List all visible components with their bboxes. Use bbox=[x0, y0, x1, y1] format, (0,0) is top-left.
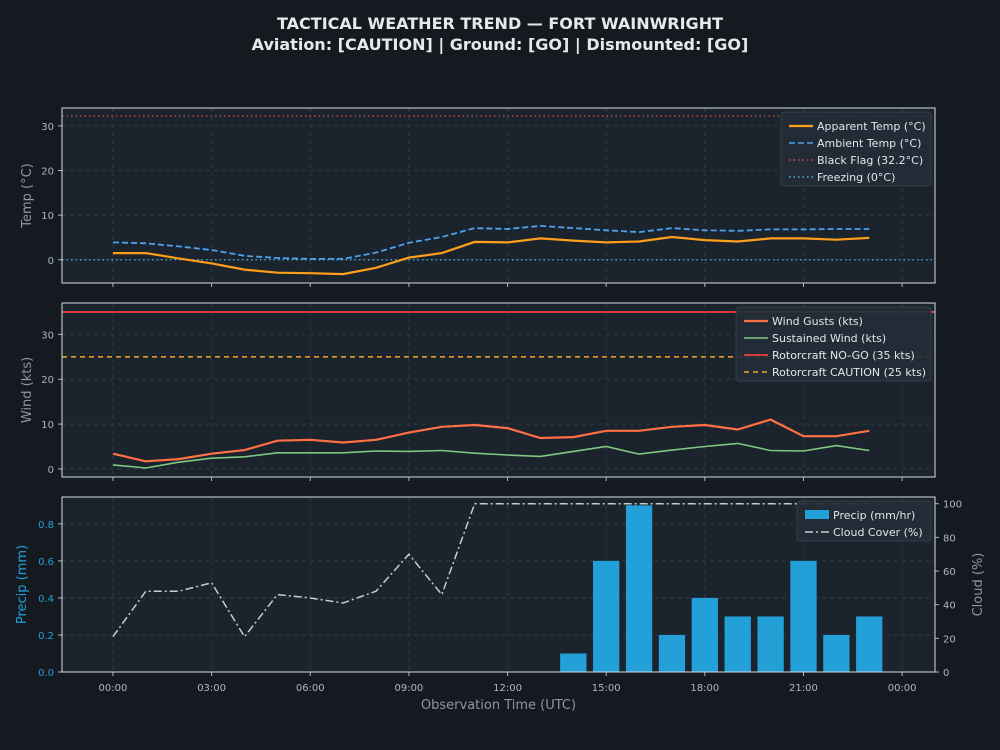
y2-tick-label: 60 bbox=[943, 567, 956, 578]
y-tick-label: 20 bbox=[41, 167, 54, 178]
x-tick-label: 00:00 bbox=[888, 683, 917, 694]
legend-box bbox=[780, 111, 932, 187]
x-tick-label: 12:00 bbox=[493, 683, 522, 694]
plot-border-1 bbox=[61, 107, 936, 284]
x-tick-label: 09:00 bbox=[394, 683, 423, 694]
y-tick-label: 0 bbox=[48, 256, 54, 267]
cloud-cover-line bbox=[112, 502, 870, 639]
y-tick-label: 0.4 bbox=[38, 594, 54, 605]
y2-tick-label: 100 bbox=[943, 500, 962, 511]
legend-label: Rotorcraft NO-GO (35 kts) bbox=[772, 349, 915, 362]
wind-gusts-line bbox=[112, 418, 870, 463]
chart-subtitle: Aviation: [CAUTION] | Ground: [GO] | Dis… bbox=[252, 35, 749, 55]
wind-axis-label: Wind (kts) bbox=[20, 357, 35, 423]
ambient-temp-line bbox=[112, 224, 870, 260]
legend-label: Ambient Temp (°C) bbox=[817, 137, 921, 150]
sustained-wind-line bbox=[112, 442, 870, 469]
x-tick-label: 00:00 bbox=[99, 683, 128, 694]
x-tick-label: 06:00 bbox=[296, 683, 325, 694]
legend-label: Freezing (0°C) bbox=[817, 171, 895, 184]
y-tick-label: 30 bbox=[41, 330, 54, 341]
legend-label: Cloud Cover (%) bbox=[833, 526, 923, 539]
precip-bar bbox=[856, 616, 883, 672]
precip-bar bbox=[790, 560, 817, 672]
y-tick-label: 0.6 bbox=[38, 557, 54, 568]
precip-bar bbox=[625, 505, 653, 672]
precip-bar bbox=[691, 597, 718, 672]
x-tick-label: 18:00 bbox=[690, 683, 719, 694]
legend-label: Sustained Wind (kts) bbox=[772, 332, 886, 345]
y-tick-label: 30 bbox=[41, 122, 54, 133]
precip-bar bbox=[724, 616, 751, 672]
precip-bar bbox=[560, 653, 587, 672]
legend-box bbox=[796, 500, 932, 542]
x-axis-label: Observation Time (UTC) bbox=[421, 698, 576, 713]
precip-bar bbox=[658, 634, 686, 672]
y2-tick-label: 20 bbox=[943, 634, 956, 645]
y-tick-label: 20 bbox=[41, 375, 54, 386]
precip-axis-label: Precip (mm) bbox=[15, 545, 30, 624]
legend-box bbox=[735, 306, 932, 382]
plot-border-2 bbox=[61, 302, 936, 478]
y2-tick-label: 40 bbox=[943, 601, 956, 612]
y-tick-label: 0 bbox=[48, 465, 54, 476]
legend-label: Rotorcraft CAUTION (25 kts) bbox=[772, 366, 926, 379]
legend-label: Black Flag (32.2°C) bbox=[817, 154, 923, 167]
plot-border-3 bbox=[61, 496, 936, 673]
precip-bar bbox=[757, 616, 784, 672]
apparent-temp-line bbox=[113, 235, 870, 276]
y-tick-label: 0.2 bbox=[38, 631, 54, 642]
temp-axis-label: Temp (°C) bbox=[20, 163, 35, 229]
legend-label: Wind Gusts (kts) bbox=[772, 315, 863, 328]
y2-tick-label: 0 bbox=[943, 668, 949, 679]
y2-tick-label: 80 bbox=[943, 533, 956, 544]
y-tick-label: 0.0 bbox=[38, 668, 54, 679]
precip-bar bbox=[823, 634, 850, 672]
x-tick-label: 15:00 bbox=[592, 683, 621, 694]
legend-swatch bbox=[805, 510, 829, 519]
legend-label: Apparent Temp (°C) bbox=[817, 120, 926, 133]
x-tick-label: 03:00 bbox=[197, 683, 226, 694]
x-tick-label: 21:00 bbox=[789, 683, 818, 694]
y-tick-label: 10 bbox=[41, 211, 54, 222]
precip-bar bbox=[593, 560, 620, 672]
cloud-axis-label: Cloud (%) bbox=[971, 553, 986, 617]
y-tick-label: 10 bbox=[41, 420, 54, 431]
legend-label: Precip (mm/hr) bbox=[833, 509, 915, 522]
chart-title: TACTICAL WEATHER TREND — FORT WAINWRIGHT bbox=[277, 14, 723, 33]
y-tick-label: 0.8 bbox=[38, 520, 54, 531]
